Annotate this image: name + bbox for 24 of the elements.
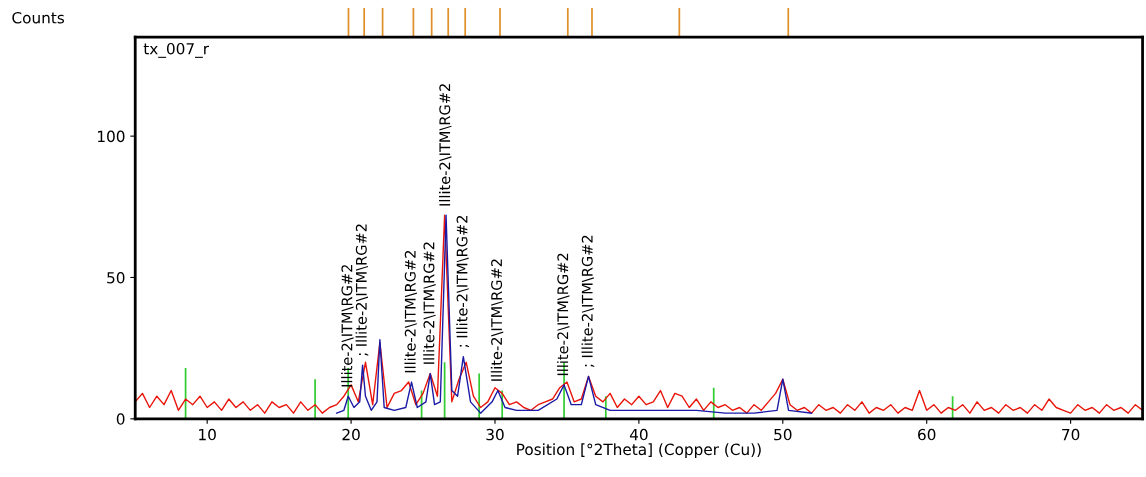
annotation: Illite-2\ITM\RG#2	[404, 250, 417, 373]
annotation: Illite-2\ITM\RG#2	[490, 259, 504, 381]
x-tick-label: 60	[918, 428, 936, 441]
y-tick-label: 50	[107, 271, 125, 284]
y-tick-label: 0	[116, 413, 125, 425]
x-axis-title: Position [°2Theta] (Copper (Cu))	[517, 443, 761, 459]
y-tick-label: 100	[98, 130, 125, 143]
annotation: ; Illite-2\ITM\RG#2	[581, 235, 595, 367]
annotation: ; Illite-2\ITM\RG#2	[456, 215, 470, 348]
line-series	[135, 214, 1143, 414]
x-tick-label: 30	[486, 428, 504, 441]
x-tick-label: 40	[629, 428, 648, 441]
x-tick-label: 10	[199, 428, 216, 441]
annotation: Illite-2\ITM\RG#2	[341, 265, 354, 387]
annotation: ; Illite-2\ITM\RG#2	[355, 224, 369, 356]
annotation: Illite-2\ITM\RG#2	[557, 253, 570, 376]
line-series	[335, 214, 813, 414]
x-tick-label: 50	[774, 428, 792, 441]
annotation: Illite-2\ITM\RG#2	[423, 242, 436, 364]
x-tick-label: 70	[1062, 428, 1080, 441]
x-tick-label: 20	[342, 428, 360, 441]
annotation: tx_007_r	[143, 42, 210, 58]
y-axis-title: Counts	[12, 11, 65, 24]
annotation: Illite-2\ITM\RG#2	[439, 84, 452, 206]
